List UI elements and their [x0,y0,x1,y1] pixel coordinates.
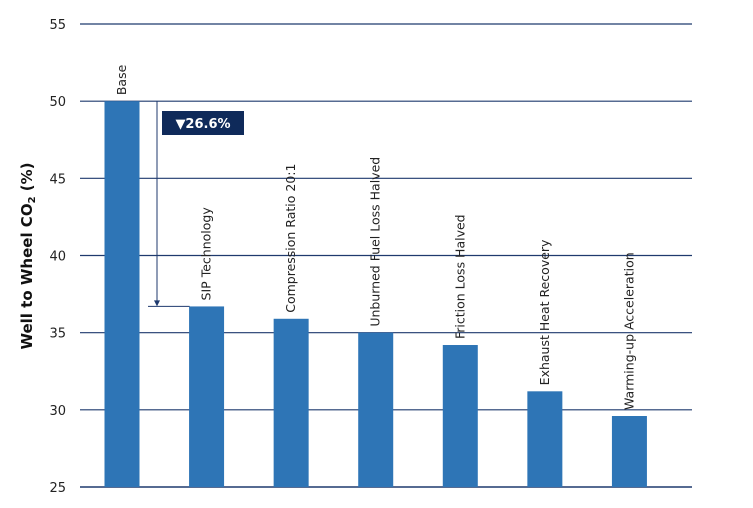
y-axis-label-unit: (%) [18,162,36,196]
category-label: Exhaust Heat Recovery [537,239,552,385]
category-labels: Base SIP Technology Compression Ratio 20:1… [114,64,636,410]
gridlines [80,23,692,488]
reduction-annotation: ▼26.6% [148,101,244,307]
y-tick-label: 25 [49,481,66,496]
bar [189,306,225,487]
y-tick-label: 40 [49,250,66,265]
y-tick-label: 35 [49,327,66,342]
bar [527,391,563,487]
y-tick-label: 30 [49,404,66,419]
bar [611,416,647,487]
bars [104,101,647,488]
category-label: Friction Loss Halved [452,214,467,339]
bar [442,345,478,487]
y-axis-label: Well to Wheel CO2 (%) [18,162,38,349]
annotation-arrowhead [154,300,160,307]
category-label: Unburned Fuel Loss Halved [368,157,383,327]
bar [273,318,309,487]
category-label: Warming-up Acceleration [621,252,636,410]
y-tick-labels: 25 30 35 40 45 50 55 [49,18,66,496]
annotation-text: ▼26.6% [175,117,230,132]
bar [358,332,394,487]
category-label: Compression Ratio 20:1 [283,164,298,313]
category-label: Base [114,64,129,95]
bar [104,101,140,488]
y-axis-label-main: Well to Wheel CO [18,203,36,349]
y-axis-label-subscript: 2 [27,196,38,203]
y-tick-label: 50 [49,95,66,110]
y-tick-label: 45 [49,172,66,187]
category-label: SIP Technology [199,207,214,301]
annotation-badge [162,111,244,135]
y-tick-label: 55 [49,18,66,33]
